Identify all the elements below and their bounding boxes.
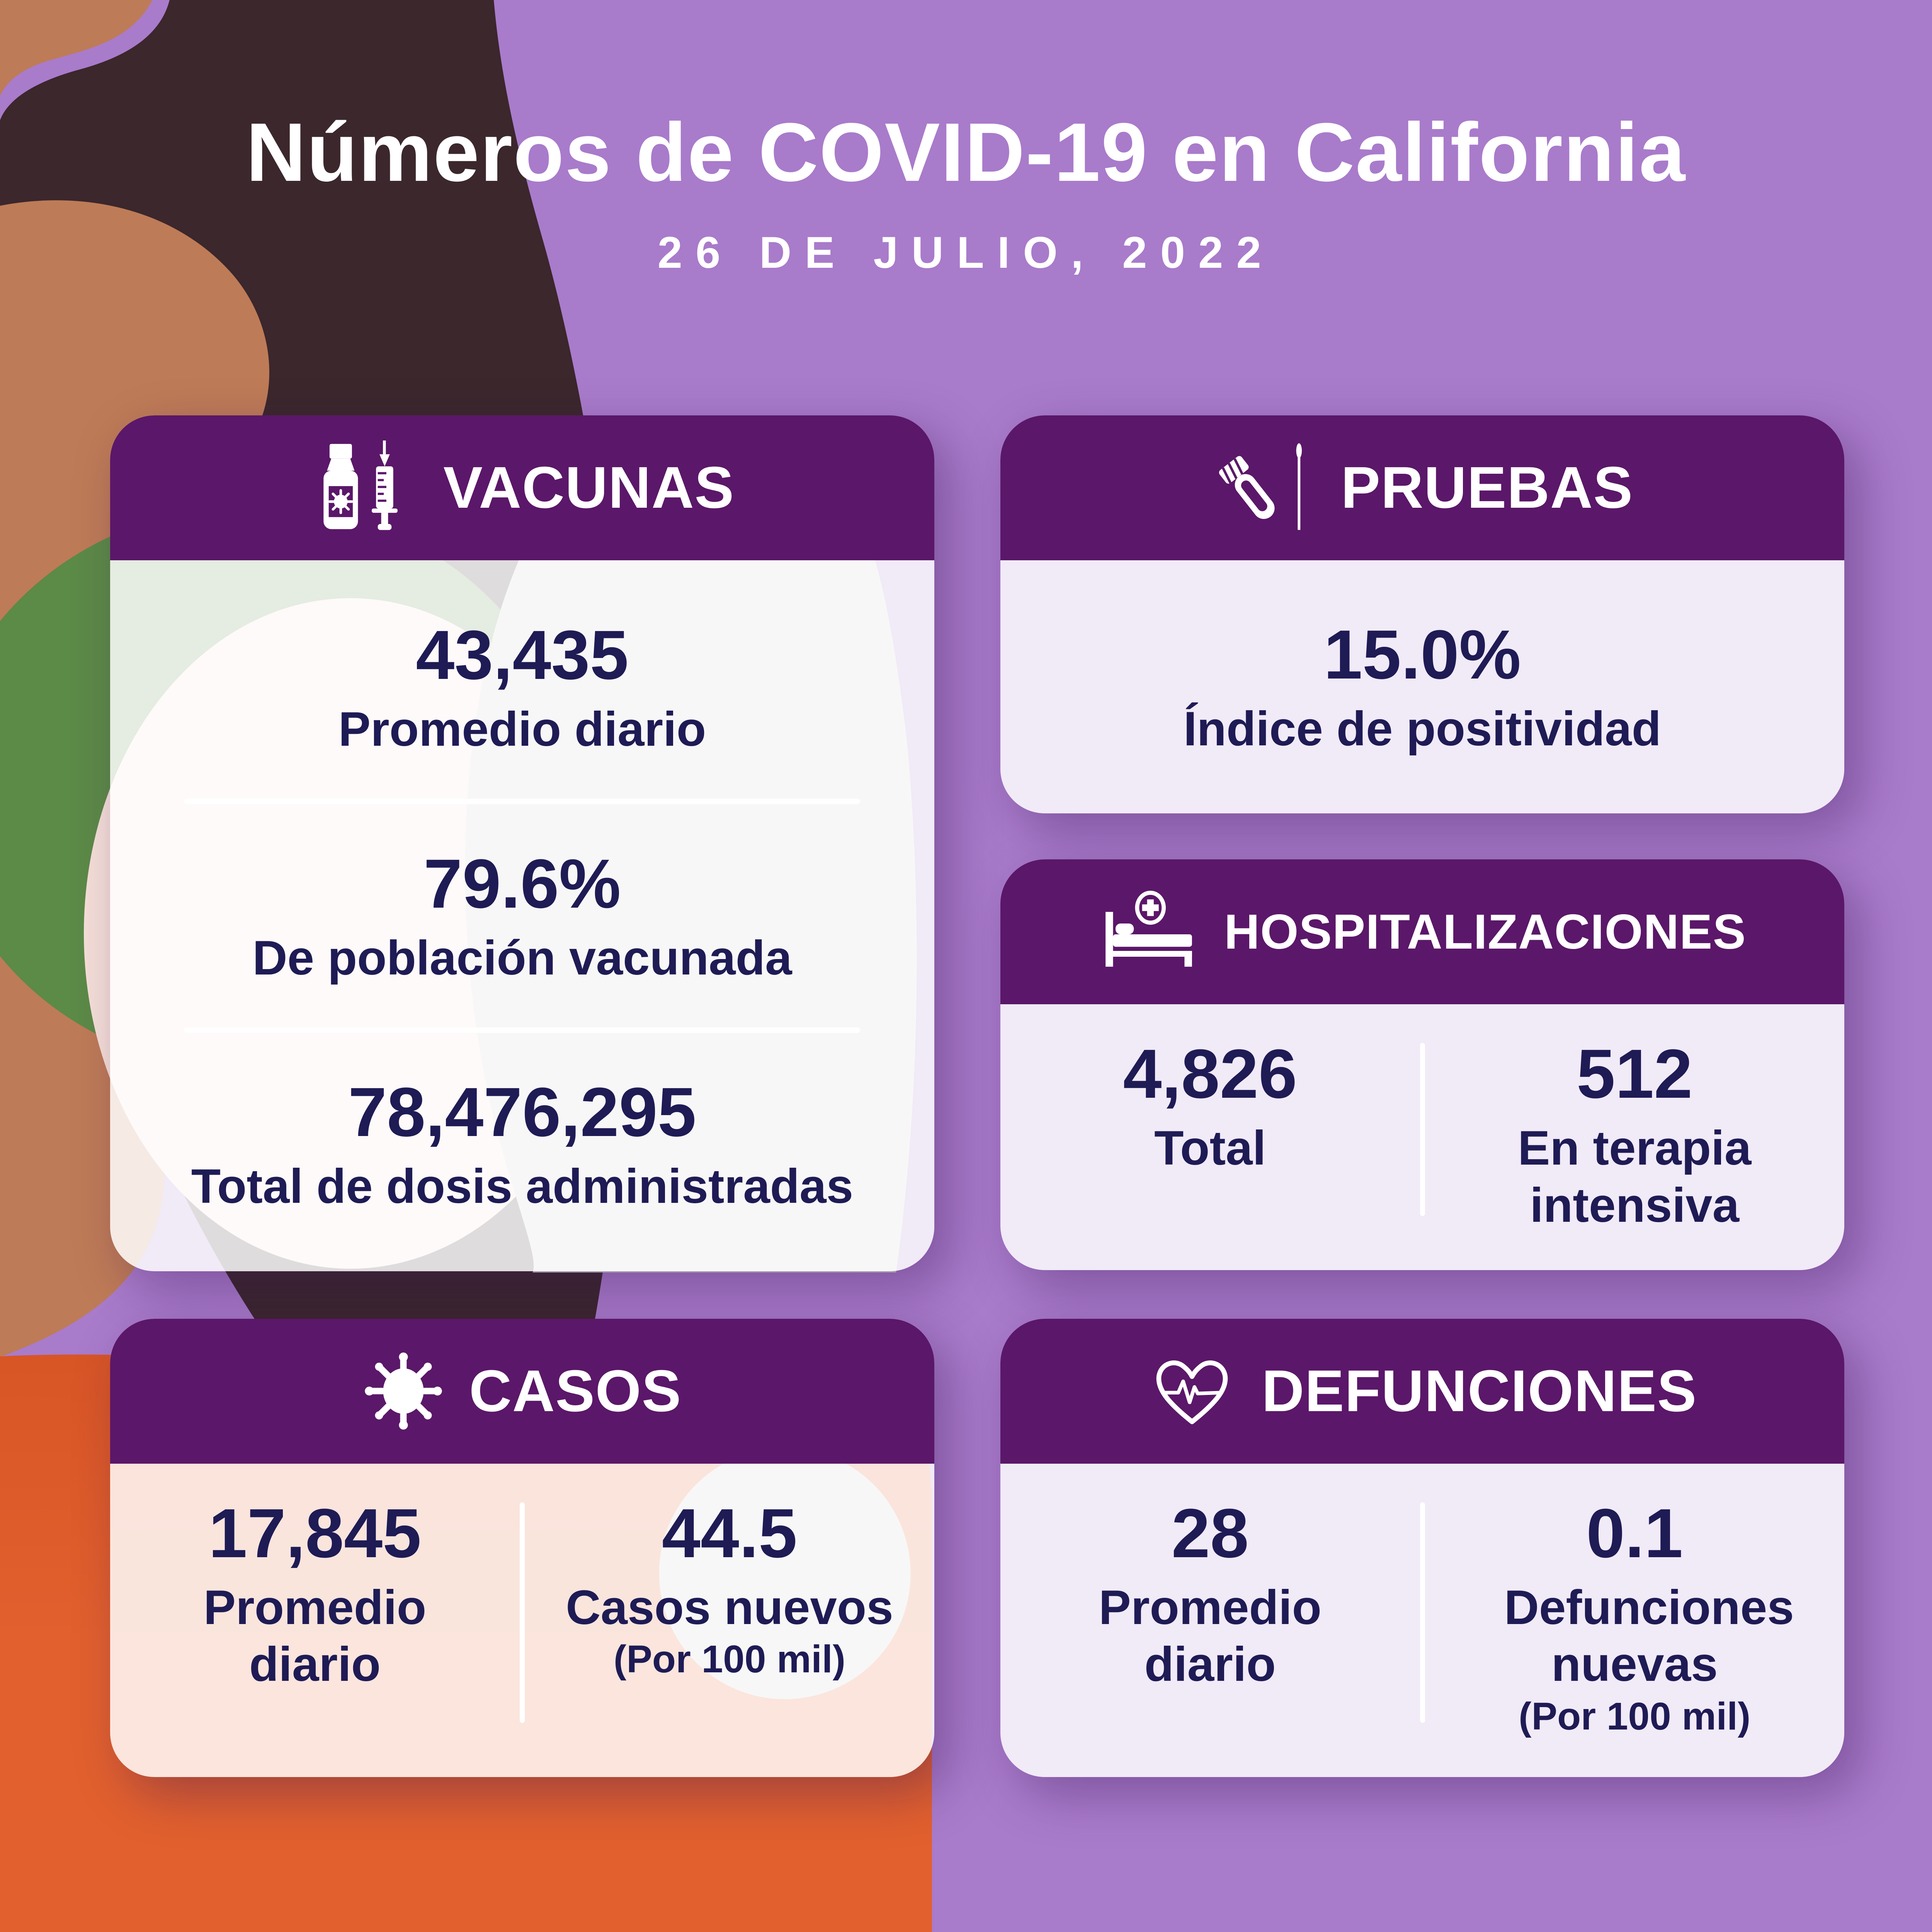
stat-label: Promedio diario — [1099, 1580, 1321, 1692]
stat-label: De población vacunada — [252, 931, 792, 985]
stat-sublabel: (Por 100 mil) — [613, 1638, 846, 1681]
card-vacunas: VACUNAS 43,435 Promedio diario 79.6% De … — [110, 415, 934, 1271]
card-defunciones: DEFUNCIONES 28 Promedio diario 0.1 Defun… — [1000, 1318, 1844, 1777]
card-pruebas: PRUEBAS 15.0% Índice de positividad — [1000, 415, 1844, 813]
vaccine-vial-syringe-icon — [323, 440, 398, 530]
divider — [184, 799, 860, 804]
card-defunciones-body: 28 Promedio diario 0.1 Defunciones nueva… — [1000, 1464, 1844, 1777]
test-tube-swab-icon — [1219, 443, 1302, 530]
coronavirus-icon — [365, 1352, 442, 1430]
title-block: Números de COVID-19 en California 26 DE … — [0, 104, 1932, 278]
card-defunciones-header: DEFUNCIONES — [1000, 1318, 1844, 1464]
stat-label: Índice de positividad — [1183, 702, 1662, 756]
stat-hospitalized-total: 4,826 Total — [1000, 1035, 1420, 1247]
card-hospitalizaciones-body: 4,826 Total 512 En terapia intensiva — [1000, 1004, 1844, 1270]
stat-new-deaths-rate: 0.1 Defunciones nuevas (Por 100 mil) — [1425, 1495, 1845, 1754]
page-title: Números de COVID-19 en California — [246, 105, 1686, 199]
stat-value: 512 — [1577, 1035, 1693, 1113]
stat-value: 0.1 — [1586, 1494, 1683, 1572]
stat-value: 79.6% — [423, 845, 621, 923]
card-defunciones-title: DEFUNCIONES — [1262, 1358, 1697, 1424]
stat-total-doses: 78,476,295 Total de dosis administradas — [129, 1073, 915, 1215]
stat-label: En terapia intensiva — [1518, 1121, 1752, 1232]
stat-label: Total — [1154, 1121, 1266, 1175]
stat-daily-deaths: 28 Promedio diario — [1000, 1495, 1420, 1754]
stat-label: Promedio diario — [338, 702, 706, 757]
stat-value: 44.5 — [662, 1494, 798, 1572]
card-casos-body: 17,845 Promedio diario 44.5 Casos nuevos… — [110, 1464, 934, 1777]
divider — [184, 1027, 860, 1033]
card-hospitalizaciones: HOSPITALIZACIONES 4,826 Total 512 En ter… — [1000, 859, 1844, 1270]
card-pruebas-body: 15.0% Índice de positividad — [1000, 560, 1844, 813]
stat-value: 43,435 — [416, 616, 629, 694]
card-pruebas-header: PRUEBAS — [1000, 415, 1844, 560]
stat-value: 28 — [1171, 1494, 1249, 1572]
card-casos: CASOS 17,845 Promedio diario 44.5 Casos … — [110, 1318, 934, 1777]
stat-label: Defunciones nuevas — [1504, 1580, 1794, 1692]
stat-label: Casos nuevos — [566, 1580, 893, 1634]
stat-value: 78,476,295 — [348, 1073, 696, 1151]
stat-sublabel: (Por 100 mil) — [1519, 1694, 1751, 1738]
hospital-bed-icon — [1105, 891, 1192, 967]
stat-value: 17,845 — [208, 1494, 422, 1572]
card-hospitalizaciones-title: HOSPITALIZACIONES — [1224, 904, 1747, 959]
stat-label: Total de dosis administradas — [191, 1160, 854, 1214]
card-vacunas-title: VACUNAS — [443, 455, 735, 520]
stat-value: 4,826 — [1123, 1035, 1297, 1113]
stat-value: 15.0% — [1323, 616, 1521, 694]
divider — [1420, 1043, 1425, 1216]
stat-positivity-rate: 15.0% Índice de positividad — [1184, 616, 1661, 758]
page-date: 26 DE JULIO, 2022 — [657, 228, 1275, 277]
stat-label: Promedio diario — [203, 1580, 427, 1692]
stat-daily-vaccines: 43,435 Promedio diario — [129, 616, 915, 758]
stat-population-vaccinated: 79.6% De población vacunada — [129, 845, 915, 987]
stat-icu: 512 En terapia intensiva — [1425, 1035, 1845, 1247]
card-casos-title: CASOS — [469, 1358, 682, 1424]
skin-corner-shape — [0, 0, 153, 96]
card-vacunas-header: VACUNAS — [110, 415, 934, 560]
divider — [520, 1502, 525, 1723]
stat-daily-cases: 17,845 Promedio diario — [110, 1495, 520, 1754]
divider — [1420, 1502, 1425, 1723]
heart-ekg-icon — [1156, 1360, 1228, 1424]
card-pruebas-title: PRUEBAS — [1341, 455, 1633, 520]
card-vacunas-body: 43,435 Promedio diario 79.6% De població… — [110, 560, 934, 1271]
card-hospitalizaciones-header: HOSPITALIZACIONES — [1000, 859, 1844, 1004]
card-casos-header: CASOS — [110, 1318, 934, 1464]
stat-new-cases-rate: 44.5 Casos nuevos (Por 100 mil) — [525, 1495, 934, 1754]
